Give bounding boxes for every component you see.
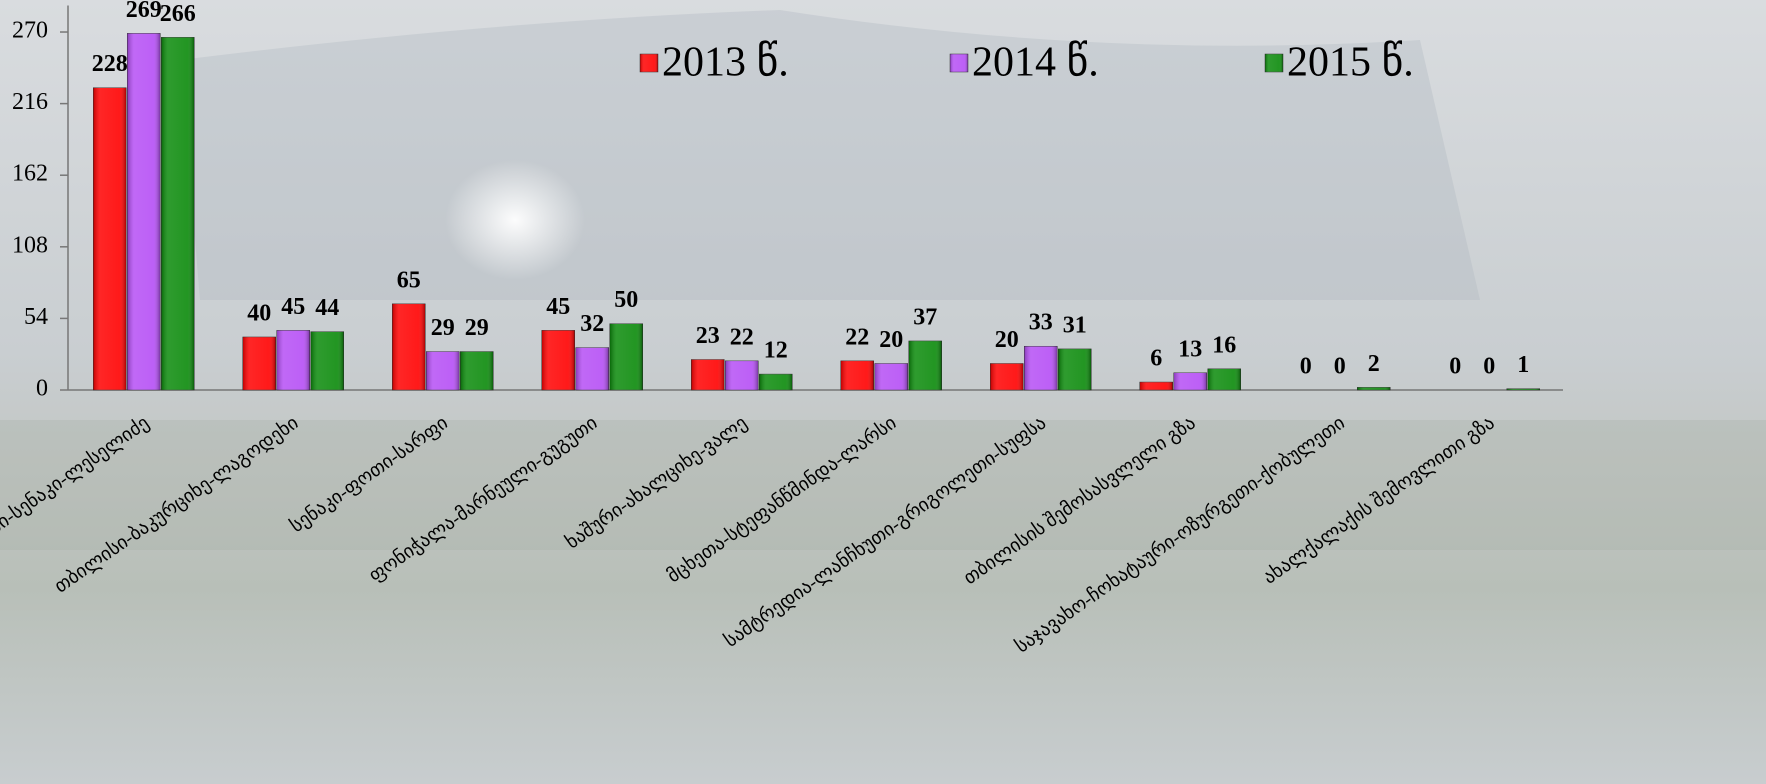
bar-shade [990, 363, 1023, 390]
y-tick-label: 162 [12, 161, 48, 187]
chart: 054108162216270თბილისი-სენაკი-ლესელიძე22… [0, 0, 1766, 784]
value-label: 45 [546, 294, 570, 320]
value-label: 29 [465, 315, 489, 341]
value-label: 0 [1483, 354, 1495, 380]
legend-label: 2015 წ. [1287, 40, 1414, 86]
bar-shade [542, 330, 575, 390]
y-tick-label: 0 [36, 376, 48, 402]
value-label: 22 [730, 324, 754, 350]
bar-shade [1140, 382, 1173, 390]
bar-shade [691, 360, 724, 390]
value-label: 23 [696, 323, 720, 349]
value-label: 33 [1029, 310, 1053, 336]
value-label: 45 [281, 294, 305, 320]
value-label: 0 [1449, 354, 1461, 380]
y-tick-label: 216 [12, 89, 48, 115]
bar-shade [841, 361, 874, 390]
bar-shade [576, 348, 609, 390]
bar-shade [909, 341, 942, 390]
value-label: 40 [247, 300, 271, 326]
value-label: 37 [913, 304, 937, 330]
bar-shade [759, 374, 792, 390]
bar-shade [243, 337, 276, 390]
bar-shade [1058, 349, 1091, 390]
bar-shade [392, 304, 425, 390]
value-label: 20 [995, 327, 1019, 353]
value-label: 228 [92, 51, 128, 77]
bar-shade [610, 324, 643, 390]
background-glow [445, 160, 585, 280]
value-label: 266 [160, 1, 196, 27]
value-label: 0 [1334, 354, 1346, 380]
legend-key-shade [1265, 54, 1283, 72]
value-label: 16 [1212, 332, 1236, 358]
value-label: 2 [1368, 351, 1380, 377]
bar-shade [277, 330, 310, 390]
legend-label: 2014 წ. [972, 40, 1099, 86]
bar-shade [127, 33, 160, 390]
bar-shade [1174, 373, 1207, 390]
bar-shade [311, 332, 344, 390]
legend-key-shade [950, 54, 968, 72]
y-tick-label: 54 [24, 304, 48, 330]
value-label: 6 [1150, 346, 1162, 372]
page: 054108162216270თბილისი-სენაკი-ლესელიძე22… [0, 0, 1766, 784]
bar-shade [1208, 369, 1241, 390]
legend-key-shade [640, 54, 658, 72]
value-label: 20 [879, 327, 903, 353]
value-label: 65 [397, 267, 421, 293]
bar-shade [725, 361, 758, 390]
bar-shade [93, 88, 126, 390]
value-label: 22 [845, 324, 869, 350]
value-label: 31 [1063, 312, 1087, 338]
legend-label: 2013 წ. [662, 40, 789, 86]
bar-shade [1507, 389, 1540, 390]
value-label: 50 [614, 287, 638, 313]
y-tick-label: 270 [12, 18, 48, 44]
bar-shade [426, 352, 459, 390]
bar-shade [460, 352, 493, 390]
bar-shade [875, 363, 908, 390]
value-label: 12 [764, 338, 788, 364]
value-label: 0 [1300, 354, 1312, 380]
value-label: 1 [1517, 352, 1529, 378]
bar-shade [1024, 346, 1057, 390]
value-label: 44 [315, 295, 339, 321]
value-label: 29 [431, 315, 455, 341]
bar-shade [161, 37, 194, 390]
background-building [180, 10, 1480, 300]
value-label: 32 [580, 311, 604, 337]
y-tick-label: 108 [12, 232, 48, 258]
value-label: 269 [126, 0, 162, 23]
value-label: 13 [1178, 336, 1202, 362]
bar-shade [1357, 387, 1390, 390]
